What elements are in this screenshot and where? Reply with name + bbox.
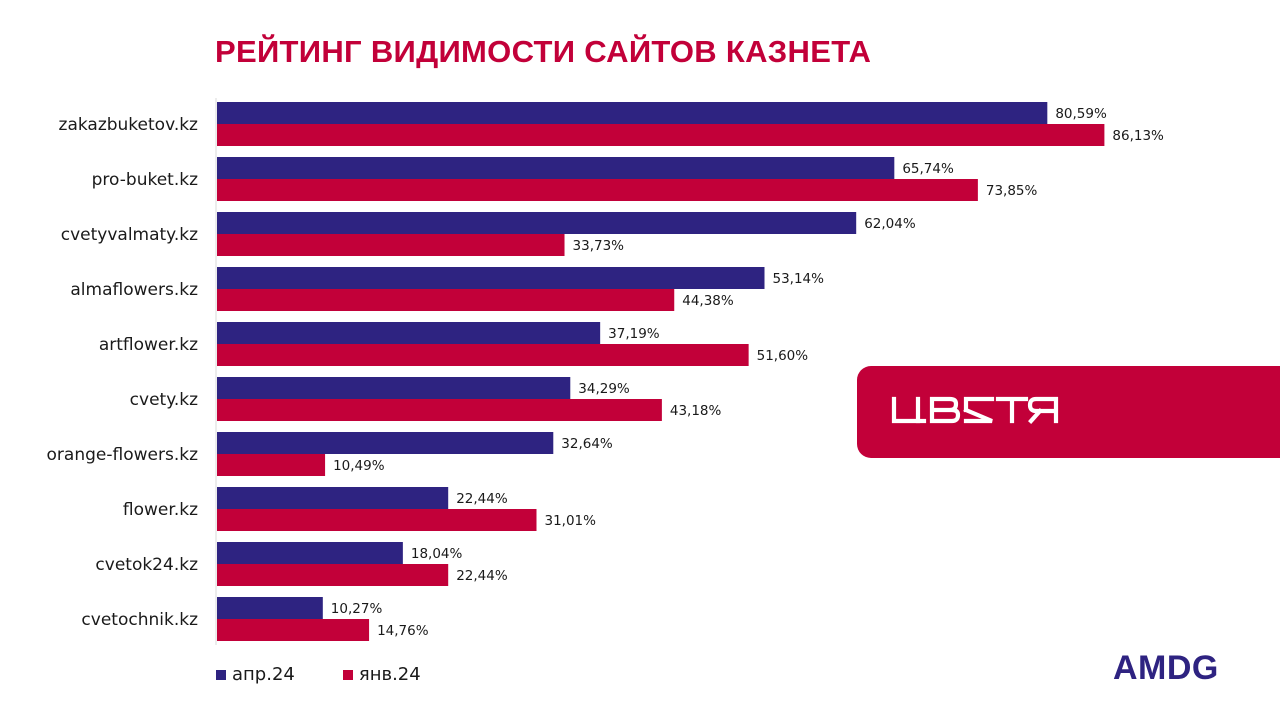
legend-item-jan24: янв.24 [342, 664, 421, 685]
brand-logo-icon [891, 396, 1059, 424]
bar-apr24 [217, 542, 403, 564]
legend-item-apr24: апр.24 [216, 664, 295, 685]
bar-apr24 [217, 157, 895, 179]
legend-swatch-jan24 [342, 669, 353, 680]
bar-apr24 [217, 212, 857, 234]
bar-apr24 [217, 322, 601, 344]
category-label: zakazbuketov.kz [59, 115, 199, 135]
value-label: 32,64% [561, 436, 613, 452]
bar-apr24 [217, 487, 449, 509]
legend-swatch-apr24 [216, 669, 226, 680]
category-label: pro-buket.kz [92, 170, 198, 190]
value-label: 62,04% [864, 216, 916, 232]
category-label: flower.kz [123, 500, 198, 520]
page-title: РЕЙТИНГ ВИДИМОСТИ САЙТОВ КАЗНЕТА [215, 34, 872, 69]
category-label: cvetyvalmaty.kz [61, 225, 198, 245]
value-label: 80,59% [1055, 106, 1107, 122]
value-label: 53,14% [773, 271, 825, 287]
category-label: almaflowers.kz [70, 280, 198, 300]
value-label: 10,27% [331, 601, 383, 617]
bar-jan24 [217, 234, 565, 256]
bar-jan24 [217, 344, 749, 366]
brand-badge [857, 366, 1280, 458]
bar-jan24 [217, 619, 370, 641]
value-label: 14,76% [377, 623, 429, 639]
bar-jan24 [217, 124, 1105, 146]
legend-label-apr24: апр.24 [232, 664, 295, 685]
category-label: artflower.kz [99, 335, 198, 355]
bar-jan24 [217, 289, 675, 311]
category-label: orange-flowers.kz [47, 445, 199, 465]
value-label: 33,73% [573, 238, 625, 254]
value-label: 18,04% [411, 546, 463, 562]
value-label: 37,19% [608, 326, 660, 342]
amdg-logo: AMDG [1113, 649, 1219, 687]
bar-jan24 [217, 564, 449, 586]
value-label: 65,74% [902, 161, 954, 177]
value-label: 73,85% [986, 183, 1038, 199]
value-label: 10,49% [333, 458, 385, 474]
category-label: cvetochnik.kz [81, 610, 198, 630]
chart-legend: апр.24 янв.24 [216, 664, 469, 685]
category-label: cvety.kz [130, 390, 198, 410]
category-label: cvetok24.kz [95, 555, 198, 575]
bar-jan24 [217, 509, 537, 531]
bar-apr24 [217, 102, 1048, 124]
value-label: 22,44% [456, 568, 508, 584]
value-label: 22,44% [456, 491, 508, 507]
value-label: 51,60% [757, 348, 809, 364]
bar-apr24 [217, 432, 554, 454]
bar-apr24 [217, 597, 323, 619]
bar-jan24 [217, 179, 978, 201]
bar-apr24 [217, 267, 765, 289]
legend-label-jan24: янв.24 [358, 664, 421, 685]
value-label: 31,01% [544, 513, 596, 529]
value-label: 86,13% [1112, 128, 1164, 144]
bar-apr24 [217, 377, 571, 399]
value-label: 43,18% [670, 403, 722, 419]
value-label: 34,29% [578, 381, 630, 397]
bar-jan24 [217, 399, 662, 421]
value-label: 44,38% [682, 293, 734, 309]
bar-jan24 [217, 454, 326, 476]
